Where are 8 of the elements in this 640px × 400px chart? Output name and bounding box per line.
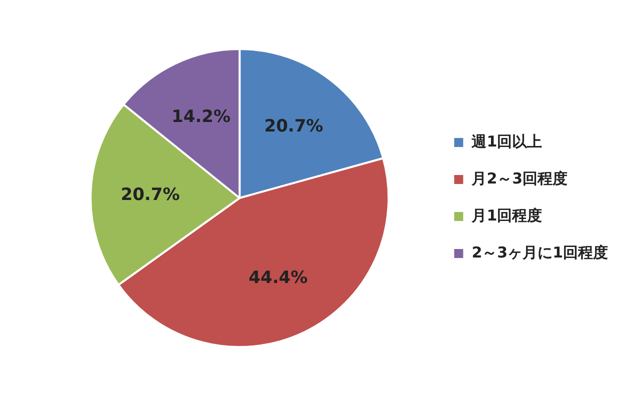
data-label: 20.7% xyxy=(264,116,324,136)
data-label: 14.2% xyxy=(172,106,231,127)
legend-label: 週1回以上 xyxy=(470,132,542,150)
data-label: 20.7% xyxy=(120,184,180,205)
legend-label: 2～3ヶ月に1回程度 xyxy=(472,243,608,262)
data-label: 44.4% xyxy=(248,268,308,288)
legend-label: 月2～3回程度 xyxy=(470,169,568,188)
legend-label: 月1回程度 xyxy=(470,206,542,224)
